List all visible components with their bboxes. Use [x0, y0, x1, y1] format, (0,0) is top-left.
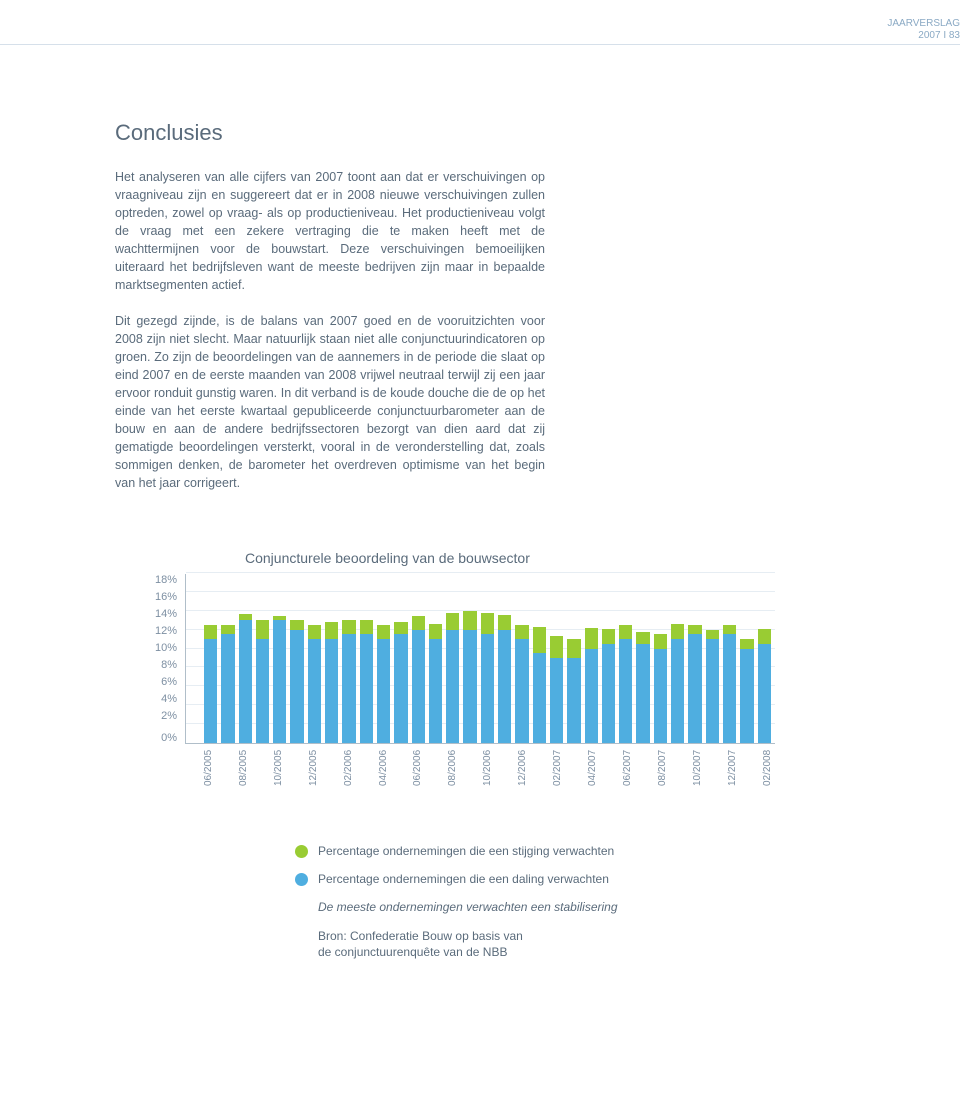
chart-bar — [429, 624, 442, 743]
chart-x-tick: 04/2007 — [587, 750, 600, 810]
chart-x-tick: 02/2007 — [552, 750, 565, 810]
legend-dot-green-icon — [295, 845, 308, 858]
chart-x-tick: 02/2006 — [343, 750, 356, 810]
chart-y-tick: 2% — [161, 710, 177, 727]
legend-source-line1: Bron: Confederatie Bouw op basis van — [318, 929, 523, 943]
chart-bar — [412, 616, 425, 743]
chart-x-tick: 10/2006 — [482, 750, 495, 810]
header-divider — [0, 44, 960, 45]
chart-bar — [567, 639, 580, 743]
chart-bar — [308, 625, 321, 743]
chart-y-tick: 12% — [155, 625, 177, 642]
chart-bar — [394, 622, 407, 743]
legend-label-green: Percentage ondernemingen die een stijgin… — [318, 844, 614, 858]
chart-bar — [636, 632, 649, 743]
chart-x-axis-row: 06/2005 08/2005 10/2005 12/2005 02/2006 04/20… — [115, 744, 845, 810]
chart-x-tick: 08/2007 — [657, 750, 670, 810]
page: JAARVERSLAG 2007 I 83 Conclusies Het ana… — [0, 0, 960, 1000]
chart-bars — [204, 574, 771, 743]
body-column: Het analyseren van alle cijfers van 2007… — [115, 168, 545, 492]
chart-bar — [706, 630, 719, 743]
chart-bar — [723, 625, 736, 743]
legend-label-blue: Percentage ondernemingen die een daling … — [318, 872, 609, 886]
chart-bar — [377, 625, 390, 743]
chart-y-tick: 18% — [155, 574, 177, 591]
chart-bar — [550, 636, 563, 743]
chart-x-tick: 12/2007 — [727, 750, 740, 810]
chart-bar — [463, 611, 476, 743]
chart-x-tick: 10/2007 — [692, 750, 705, 810]
chart-x-axis: 06/2005 08/2005 10/2005 12/2005 02/2006 04/20… — [185, 744, 775, 810]
chart-y-tick: 10% — [155, 642, 177, 659]
paragraph-1: Het analyseren van alle cijfers van 2007… — [115, 168, 545, 294]
chart-bar — [515, 625, 528, 743]
header-separator: I — [943, 30, 946, 41]
paragraph-2: Dit gezegd zijnde, is de balans van 2007… — [115, 312, 545, 492]
chart-y-tick: 16% — [155, 591, 177, 608]
chart-x-tick: 12/2005 — [308, 750, 321, 810]
chart-y-axis: 18%16%14%12%10%8%6%4%2%0% — [115, 574, 185, 744]
chart-x-tick: 10/2005 — [273, 750, 286, 810]
chart-bar — [533, 627, 546, 743]
legend-source-line2: de conjunctuurenquête van de NBB — [318, 945, 507, 959]
chart-block: Conjuncturele beoordeling van de bouwsec… — [115, 550, 845, 960]
chart-bar — [654, 634, 667, 743]
chart-x-tick: 04/2006 — [378, 750, 391, 810]
chart-row: 18%16%14%12%10%8%6%4%2%0% — [115, 574, 845, 744]
legend-dot-blue-icon — [295, 873, 308, 886]
chart-bar — [256, 620, 269, 743]
chart-x-tick: 12/2006 — [517, 750, 530, 810]
chart-x-spacer — [115, 744, 185, 810]
chart-bar — [446, 613, 459, 743]
chart-bar — [221, 625, 234, 743]
chart-x-tick: 08/2005 — [238, 750, 251, 810]
chart-x-tick: 06/2006 — [412, 750, 425, 810]
chart-x-tick: 02/2008 — [762, 750, 775, 810]
legend-source: Bron: Confederatie Bouw op basis van de … — [318, 928, 845, 960]
chart-bar — [740, 639, 753, 743]
chart-bar — [360, 620, 373, 743]
chart-bar — [342, 620, 355, 743]
chart-y-tick: 6% — [161, 676, 177, 693]
chart-bar — [498, 615, 511, 743]
chart-y-tick: 8% — [161, 659, 177, 676]
chart-bar — [602, 629, 615, 743]
chart-bar — [290, 620, 303, 743]
chart-bar — [758, 629, 771, 743]
chart-y-tick: 0% — [161, 727, 177, 744]
chart-x-tick: 06/2005 — [203, 750, 216, 810]
chart-bar — [585, 628, 598, 743]
section-title: Conclusies — [115, 120, 845, 146]
chart-title: Conjuncturele beoordeling van de bouwsec… — [245, 550, 845, 566]
chart-bar — [204, 625, 217, 743]
chart-x-tick: 08/2006 — [447, 750, 460, 810]
chart-plot — [185, 574, 775, 744]
legend-item-green: Percentage ondernemingen die een stijgin… — [295, 844, 845, 858]
chart-legend: Percentage ondernemingen die een stijgin… — [295, 844, 845, 960]
legend-item-blue: Percentage ondernemingen die een daling … — [295, 872, 845, 886]
header-line1: JAARVERSLAG — [887, 18, 960, 29]
chart-bar — [239, 614, 252, 743]
chart-bar — [481, 613, 494, 743]
chart-x-tick: 06/2007 — [622, 750, 635, 810]
legend-note: De meeste ondernemingen verwachten een s… — [318, 900, 845, 914]
header-pagenum: 83 — [949, 30, 960, 41]
chart-bar — [619, 625, 632, 743]
header-year: 2007 — [918, 30, 940, 41]
page-header: JAARVERSLAG 2007 I 83 — [887, 18, 960, 42]
chart-bar — [273, 616, 286, 743]
chart-y-tick: 4% — [161, 693, 177, 710]
chart-bar — [688, 625, 701, 743]
chart-bar — [325, 622, 338, 743]
chart-y-tick: 14% — [155, 608, 177, 625]
chart-bar — [671, 624, 684, 743]
